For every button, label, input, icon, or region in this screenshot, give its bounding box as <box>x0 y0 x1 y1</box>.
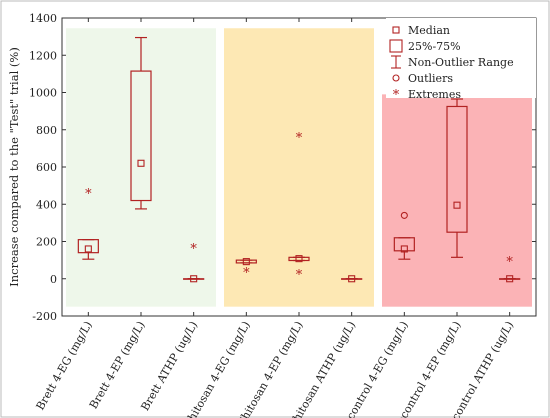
box-iqr <box>288 256 310 262</box>
median-marker <box>242 258 250 266</box>
legend-median-symbol <box>392 26 400 34</box>
legend-item: * Extremes <box>393 88 462 103</box>
box-item <box>446 98 468 258</box>
y-tick-label: 200 <box>36 236 57 249</box>
extreme-point: * <box>243 266 250 281</box>
y-tick-label: 1200 <box>29 49 57 62</box>
extreme-point: * <box>506 255 513 270</box>
y-tick-label: 600 <box>36 161 57 174</box>
box-iqr <box>446 105 468 233</box>
legend-label: Non-Outlier Range <box>408 56 514 69</box>
extreme-point: * <box>296 268 303 283</box>
box-item: * <box>235 258 257 281</box>
y-axis: -200 0 200 400 600 800 1000 1200 1400 <box>29 12 536 323</box>
box-iqr <box>130 70 152 202</box>
median-marker <box>348 275 356 283</box>
median-marker <box>453 201 461 209</box>
box-iqr <box>393 237 415 252</box>
legend-outlier-symbol <box>392 74 400 82</box>
median-marker <box>84 245 92 253</box>
y-tick-label: 1000 <box>29 87 57 100</box>
median-marker <box>137 159 145 167</box>
legend-label: 25%-75% <box>408 40 461 53</box>
chart-legend: Median 25%-75% Non-Outlier Range Outliers * E… <box>386 18 536 103</box>
median-marker <box>295 255 303 263</box>
median-marker <box>506 275 514 283</box>
legend-item: Non-Outlier Range <box>391 55 514 69</box>
box-series: ****** <box>77 36 521 283</box>
legend-label: Outliers <box>408 72 453 85</box>
legend-label: Extremes <box>408 88 461 101</box>
plot-area-frame <box>61 17 537 317</box>
legend-extreme-symbol: * <box>393 88 400 103</box>
box-item: * <box>77 187 99 260</box>
y-axis-label: Increase compared to the "Test" trial (%… <box>7 47 21 287</box>
outlier-point <box>400 211 408 219</box>
box-iqr <box>235 259 257 264</box>
legend-background <box>386 18 536 98</box>
legend-item: 25%-75% <box>389 39 461 53</box>
y-tick-label: 800 <box>36 124 57 137</box>
y-tick-label: 1400 <box>29 12 57 25</box>
box-iqr <box>499 278 521 280</box>
median-marker <box>400 245 408 253</box>
box-item <box>130 36 152 210</box>
group-band-brett <box>66 28 216 307</box>
y-tick-label: 400 <box>36 198 57 211</box>
legend-box-symbol <box>389 39 403 53</box>
y-tick-label: 0 <box>50 273 57 286</box>
group-bands <box>66 28 532 307</box>
extreme-point: * <box>85 187 92 202</box>
legend-item: Median <box>392 24 450 37</box>
box-item <box>341 275 363 283</box>
group-band-biocontrol <box>382 94 532 307</box>
box-item: ** <box>288 131 310 283</box>
box-iqr <box>341 278 363 280</box>
box-item: * <box>499 255 521 283</box>
y-tick-label: -200 <box>32 310 57 323</box>
legend-label: Median <box>408 24 450 37</box>
box-item <box>393 211 415 260</box>
box-item: * <box>183 242 205 283</box>
box-iqr <box>183 278 205 280</box>
extreme-point: * <box>190 242 197 257</box>
box-iqr <box>77 239 99 254</box>
median-marker <box>190 275 198 283</box>
legend-item: Outliers <box>392 72 453 85</box>
extreme-point: * <box>296 131 303 146</box>
